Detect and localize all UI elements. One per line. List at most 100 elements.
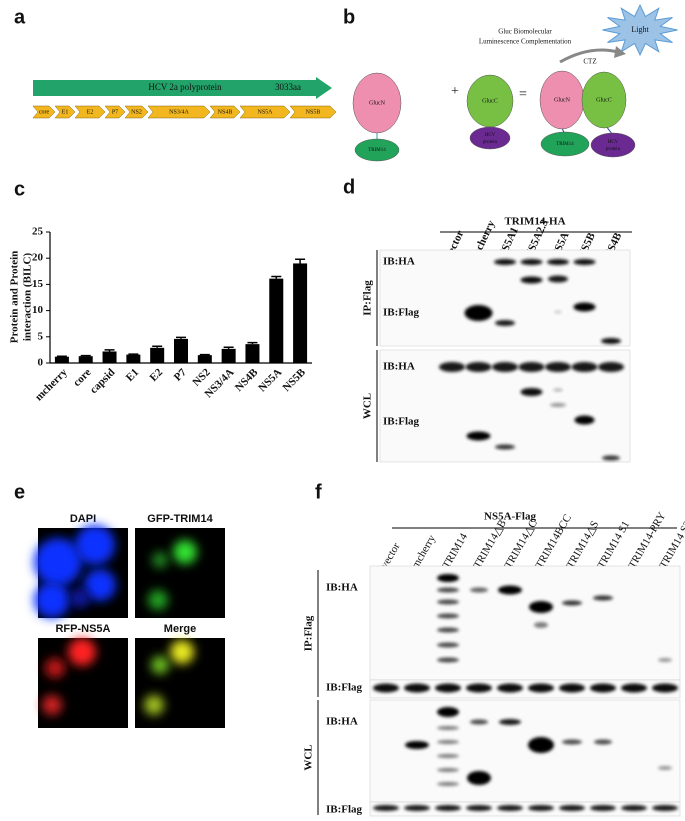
cell-signal xyxy=(34,538,82,586)
bar xyxy=(269,278,284,363)
x-tick-label: E2 xyxy=(148,366,166,384)
segment-label: E2 xyxy=(87,109,94,115)
channel-label: RFP-NS5A xyxy=(55,623,110,635)
y-tick-label: 0 xyxy=(38,357,44,369)
error-bar xyxy=(128,353,139,355)
blot-band xyxy=(437,587,459,593)
polyprotein-arrow xyxy=(33,77,332,99)
blot-band xyxy=(573,259,596,265)
blot-band xyxy=(547,259,569,265)
label: protein xyxy=(606,147,621,152)
blot-band xyxy=(466,431,491,441)
label: Light xyxy=(631,25,649,34)
blot-band xyxy=(528,683,554,693)
cell-signal xyxy=(148,590,168,610)
bar xyxy=(293,263,308,363)
blot-band xyxy=(373,683,399,693)
blot-band xyxy=(571,362,598,372)
blot-band xyxy=(495,444,515,450)
blot-band xyxy=(601,338,621,344)
label: Luminescence Complementation xyxy=(479,38,572,46)
x-tick-label: E1 xyxy=(124,366,142,384)
blot-band xyxy=(590,805,616,811)
group-label: WCL xyxy=(303,744,315,770)
label: TRIM14 xyxy=(556,142,574,147)
blot-band xyxy=(466,683,492,693)
lane-label: mcherry xyxy=(409,533,438,571)
bar xyxy=(126,354,141,363)
cell-signal xyxy=(151,656,169,674)
channel-label: DAPI xyxy=(70,513,96,525)
segment xyxy=(209,105,241,119)
panel-label: c xyxy=(14,178,25,200)
panel-label: e xyxy=(14,481,25,503)
label: = xyxy=(519,87,527,102)
blot-band xyxy=(404,805,430,811)
blot-band xyxy=(437,782,459,786)
bar xyxy=(197,355,212,363)
segment xyxy=(104,105,126,119)
group-label: IP:Flag xyxy=(362,280,374,316)
blot-band xyxy=(658,766,672,770)
segment-label: NS2 xyxy=(131,109,142,115)
blot-band xyxy=(497,805,523,811)
blot-band xyxy=(437,574,459,582)
cell-signal xyxy=(144,695,164,715)
cell-signal xyxy=(68,638,96,666)
protein xyxy=(352,72,402,134)
blot-band xyxy=(497,683,523,693)
label: + xyxy=(451,84,459,99)
cell-signal xyxy=(75,525,115,565)
protein xyxy=(354,138,400,162)
y-tick-label: 15 xyxy=(32,278,44,290)
blot-band xyxy=(518,362,545,372)
blot-band xyxy=(404,683,430,693)
blot-band xyxy=(520,259,543,265)
blot-band xyxy=(621,805,647,811)
blot-band xyxy=(437,599,459,605)
blot-band xyxy=(437,627,459,633)
blot-label: IB:Flag xyxy=(326,682,363,694)
protein xyxy=(590,132,636,158)
blot-band xyxy=(499,719,521,725)
blot-band xyxy=(652,683,678,693)
error-bar xyxy=(176,336,186,339)
cell-signal xyxy=(84,569,116,601)
bar xyxy=(102,351,117,363)
ctz-arrow xyxy=(559,48,619,64)
cell-signal xyxy=(45,658,65,678)
x-tick-label: P7 xyxy=(172,366,189,383)
blot-label: IB:HA xyxy=(383,256,415,268)
blot-band xyxy=(495,320,515,326)
blot-label: IB:HA xyxy=(326,582,358,594)
blot-band xyxy=(437,707,459,717)
blot-band xyxy=(590,683,616,693)
label: GlucC xyxy=(482,98,498,104)
blot-band xyxy=(559,683,585,693)
segment xyxy=(54,105,76,119)
bar xyxy=(221,348,236,363)
segment xyxy=(147,105,211,119)
bar xyxy=(54,356,69,363)
blot-band xyxy=(562,600,582,606)
blot-band xyxy=(437,642,459,648)
blot-label: IB:Flag xyxy=(383,307,420,319)
blot xyxy=(369,565,681,681)
x-tick-label: mcherry xyxy=(33,366,70,403)
blot-band xyxy=(598,362,624,372)
label: TRIM14-HA xyxy=(504,216,565,228)
blot-label: IB:HA xyxy=(383,361,415,373)
segment xyxy=(74,105,106,119)
label: TRIM14 xyxy=(368,148,386,153)
blot-band xyxy=(534,622,548,628)
blot-band xyxy=(528,805,554,811)
error-bar xyxy=(56,355,67,357)
blot-band xyxy=(554,310,562,314)
group-label: IP:Flag xyxy=(303,615,315,651)
blot-band xyxy=(439,362,465,372)
blot-band xyxy=(594,739,612,745)
segment xyxy=(32,105,56,119)
label: HCV xyxy=(608,140,619,145)
bar xyxy=(245,344,260,363)
